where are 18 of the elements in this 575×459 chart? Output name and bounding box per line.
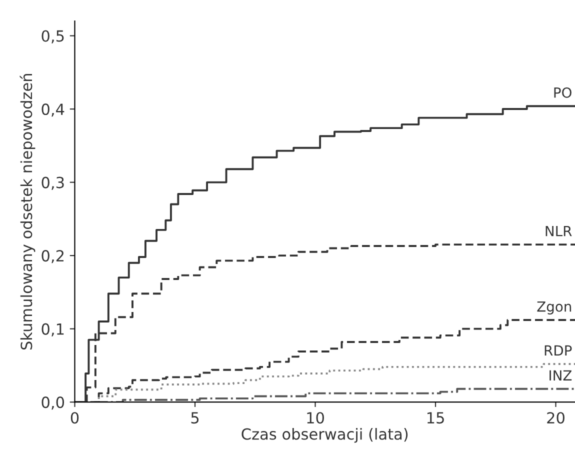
y-tick-label: 0,0 bbox=[42, 396, 64, 410]
x-tick-label: 15 bbox=[427, 412, 444, 424]
y-tick-label: 0,4 bbox=[42, 103, 64, 117]
series-label: Zgon bbox=[537, 301, 572, 314]
series-label: NLR bbox=[546, 226, 572, 236]
x-tick-label: 10 bbox=[307, 412, 324, 424]
y-tick-label: 0,1 bbox=[42, 323, 64, 336]
y-tick-label: 0,5 bbox=[42, 30, 64, 44]
y-tick-label: 0,3 bbox=[42, 176, 64, 190]
x-axis-title: Czas obserwacji (lata) bbox=[242, 428, 408, 443]
x-tick-label: 20 bbox=[547, 412, 564, 424]
series-label: RDP bbox=[544, 345, 572, 356]
x-tick-label: 0 bbox=[70, 412, 79, 424]
x-tick-label: 5 bbox=[191, 412, 199, 424]
series-label: PO bbox=[554, 87, 572, 98]
y-axis-title: Skumulowany odsetek niepowodzeń bbox=[20, 74, 36, 350]
series-label: INZ bbox=[550, 370, 572, 380]
y-tick-label: 0,2 bbox=[42, 250, 64, 264]
